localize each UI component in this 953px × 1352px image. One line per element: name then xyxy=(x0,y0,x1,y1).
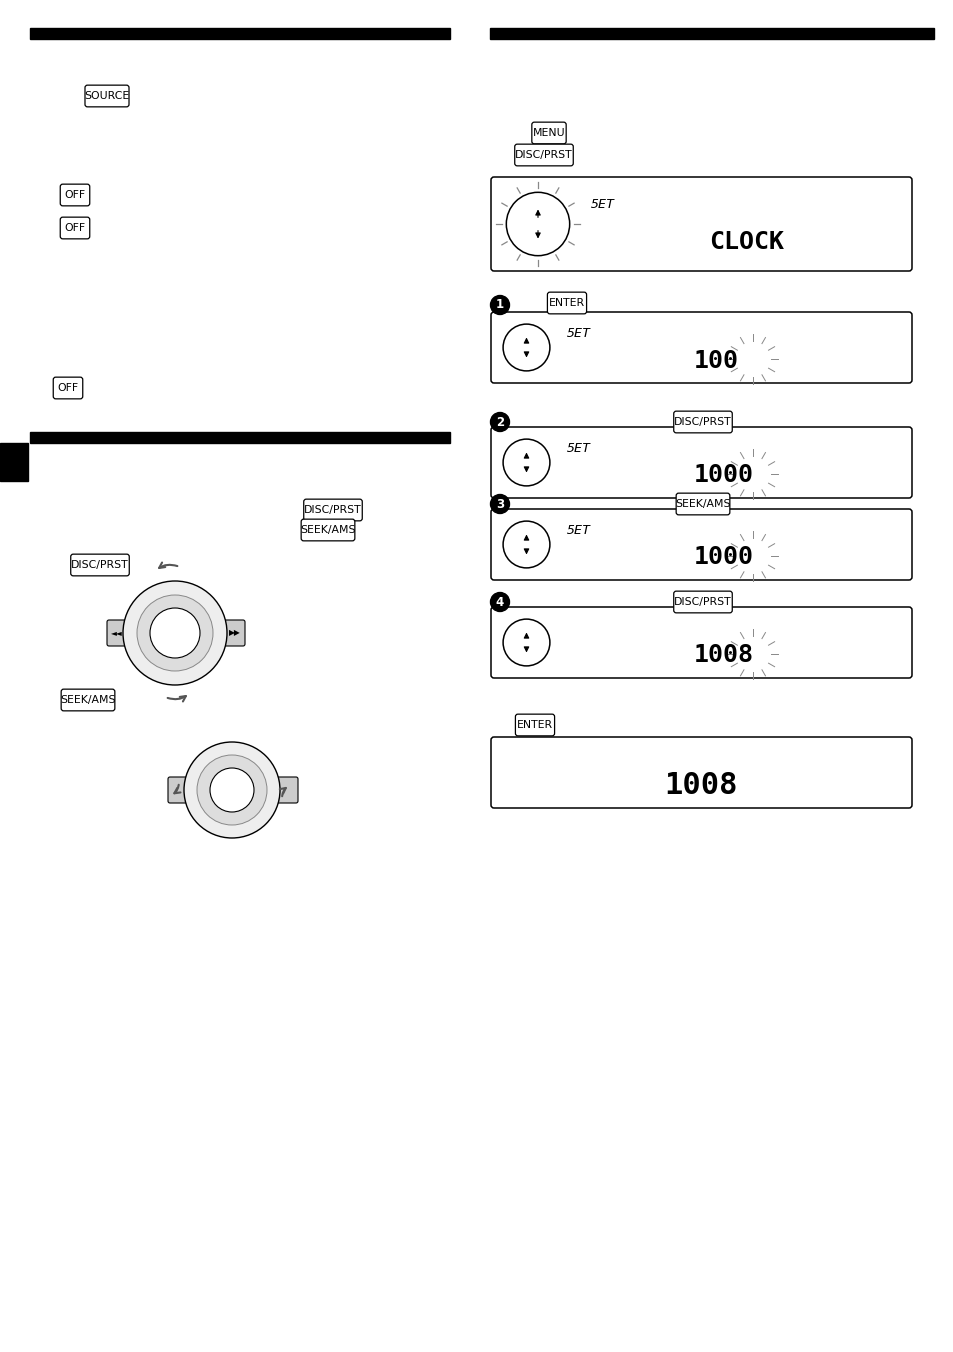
Text: 5ET: 5ET xyxy=(567,442,591,454)
FancyBboxPatch shape xyxy=(85,85,129,107)
Text: DISC/PRST: DISC/PRST xyxy=(674,416,731,427)
Text: ENTER: ENTER xyxy=(517,721,553,730)
FancyBboxPatch shape xyxy=(531,122,565,143)
Text: 100: 100 xyxy=(693,349,739,373)
FancyBboxPatch shape xyxy=(491,177,911,270)
Bar xyxy=(490,28,933,39)
Text: 5ET: 5ET xyxy=(567,523,591,537)
Text: 2: 2 xyxy=(496,415,503,429)
Circle shape xyxy=(490,592,509,611)
Text: 1: 1 xyxy=(496,299,503,311)
Circle shape xyxy=(502,619,549,667)
Text: 3: 3 xyxy=(496,498,503,511)
Text: SEEK/AMS: SEEK/AMS xyxy=(300,525,355,535)
Circle shape xyxy=(506,192,569,256)
FancyBboxPatch shape xyxy=(60,184,90,206)
FancyBboxPatch shape xyxy=(491,737,911,808)
FancyBboxPatch shape xyxy=(61,690,114,711)
Text: CLOCK: CLOCK xyxy=(708,230,783,254)
FancyBboxPatch shape xyxy=(491,312,911,383)
FancyBboxPatch shape xyxy=(303,499,362,521)
FancyBboxPatch shape xyxy=(491,427,911,498)
Circle shape xyxy=(150,608,200,658)
FancyBboxPatch shape xyxy=(53,377,83,399)
Text: SEEK/AMS: SEEK/AMS xyxy=(675,499,730,508)
Text: DISC/PRST: DISC/PRST xyxy=(304,506,361,515)
FancyBboxPatch shape xyxy=(673,411,732,433)
Text: DISC/PRST: DISC/PRST xyxy=(674,598,731,607)
Circle shape xyxy=(123,581,227,685)
Text: 4: 4 xyxy=(496,595,503,608)
FancyBboxPatch shape xyxy=(168,777,190,803)
FancyBboxPatch shape xyxy=(547,292,586,314)
Text: 1008: 1008 xyxy=(693,644,753,668)
Text: 5ET: 5ET xyxy=(591,199,615,211)
Text: OFF: OFF xyxy=(57,383,78,393)
Text: OFF: OFF xyxy=(65,223,86,233)
Text: ◄◄: ◄◄ xyxy=(111,629,123,638)
Circle shape xyxy=(196,754,267,825)
Text: 1008: 1008 xyxy=(664,771,738,800)
Circle shape xyxy=(184,742,280,838)
Text: DISC/PRST: DISC/PRST xyxy=(515,150,572,160)
FancyBboxPatch shape xyxy=(676,493,729,515)
Text: ENTER: ENTER xyxy=(548,297,584,308)
FancyBboxPatch shape xyxy=(515,714,554,735)
FancyBboxPatch shape xyxy=(491,508,911,580)
Circle shape xyxy=(502,324,549,370)
Text: 1000: 1000 xyxy=(693,545,753,569)
FancyBboxPatch shape xyxy=(301,519,355,541)
Bar xyxy=(30,433,450,443)
Text: SOURCE: SOURCE xyxy=(84,91,130,101)
FancyBboxPatch shape xyxy=(60,218,90,239)
FancyBboxPatch shape xyxy=(673,591,732,612)
Circle shape xyxy=(210,768,253,813)
FancyBboxPatch shape xyxy=(491,607,911,677)
Text: 5ET: 5ET xyxy=(567,327,591,339)
Text: ▶▶: ▶▶ xyxy=(229,629,240,638)
Text: DISC/PRST: DISC/PRST xyxy=(71,560,129,571)
Circle shape xyxy=(490,412,509,431)
Circle shape xyxy=(502,521,549,568)
FancyBboxPatch shape xyxy=(515,145,573,166)
Bar xyxy=(0,443,28,481)
Text: 1000: 1000 xyxy=(693,464,753,488)
Text: SEEK/AMS: SEEK/AMS xyxy=(60,695,115,704)
FancyBboxPatch shape xyxy=(71,554,129,576)
Circle shape xyxy=(502,439,549,485)
Circle shape xyxy=(490,296,509,315)
Circle shape xyxy=(137,595,213,671)
Circle shape xyxy=(490,495,509,514)
Text: MENU: MENU xyxy=(532,128,565,138)
Bar xyxy=(30,28,450,39)
FancyBboxPatch shape xyxy=(107,621,129,646)
FancyBboxPatch shape xyxy=(275,777,297,803)
Text: OFF: OFF xyxy=(65,191,86,200)
FancyBboxPatch shape xyxy=(223,621,245,646)
